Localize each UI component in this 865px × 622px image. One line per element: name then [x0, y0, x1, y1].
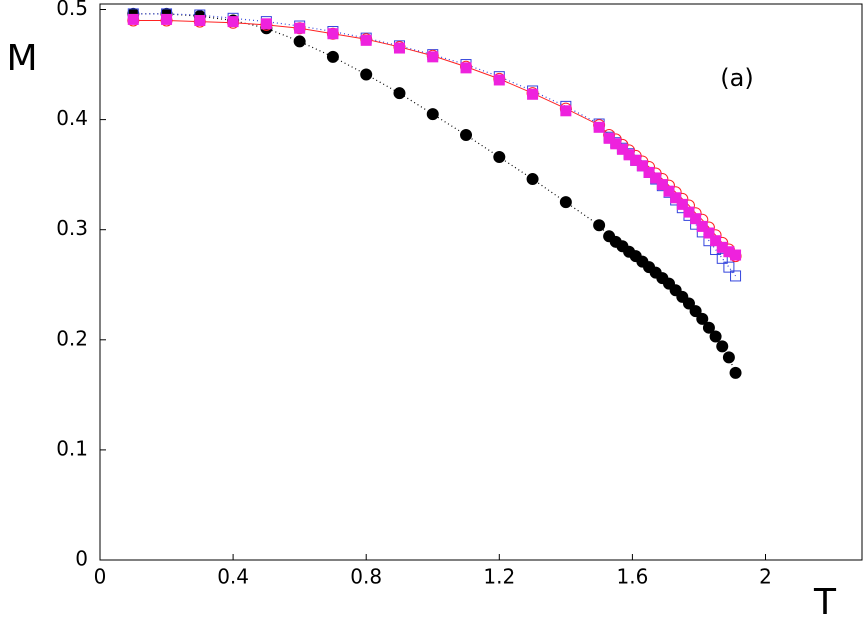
point: [426, 108, 439, 121]
y-tick-label: 0.2: [56, 326, 88, 350]
point: [603, 132, 615, 144]
x-tick-label: 1.2: [483, 565, 515, 589]
point: [460, 62, 472, 74]
annotation: (a): [720, 64, 753, 92]
point: [293, 35, 306, 48]
point: [294, 22, 306, 34]
x-axis-label: T: [813, 582, 837, 622]
point: [656, 179, 668, 191]
point: [393, 42, 405, 54]
point: [327, 28, 339, 40]
y-tick-label: 0: [75, 547, 88, 571]
point: [427, 51, 439, 63]
point: [729, 366, 742, 379]
x-tick-label: 2: [759, 565, 772, 589]
point: [730, 270, 742, 282]
point: [194, 15, 206, 27]
point: [702, 321, 715, 334]
y-tick-label: 0.5: [56, 0, 88, 20]
point: [676, 198, 688, 210]
y-axis-label: M: [6, 38, 37, 79]
point: [716, 252, 728, 264]
point: [360, 68, 373, 81]
point: [663, 185, 675, 197]
point: [559, 196, 572, 209]
x-tick-label: 0.4: [217, 565, 249, 589]
point: [716, 340, 729, 353]
y-tick-label: 0.3: [56, 216, 88, 240]
series-line: [133, 13, 737, 374]
plot-frame: [99, 3, 863, 561]
point: [527, 88, 539, 100]
point: [526, 173, 539, 186]
point: [630, 154, 642, 166]
x-tick-label: 0: [94, 565, 107, 589]
point: [703, 227, 715, 239]
point: [127, 13, 139, 25]
y-tick-label: 0.4: [56, 106, 88, 130]
point: [326, 50, 339, 63]
point: [683, 206, 695, 218]
point: [723, 261, 735, 273]
point: [636, 160, 648, 172]
point: [493, 74, 505, 86]
x-tick-label: 0.8: [350, 565, 382, 589]
point: [560, 105, 572, 117]
point: [696, 220, 708, 232]
point: [593, 219, 606, 232]
point: [623, 149, 635, 161]
point: [616, 143, 628, 155]
point: [690, 213, 702, 225]
point: [670, 192, 682, 204]
point: [730, 249, 742, 261]
point: [689, 305, 702, 318]
point: [260, 18, 272, 30]
point: [710, 235, 722, 247]
point: [593, 121, 605, 133]
y-tick-label: 0.1: [56, 436, 88, 460]
point: [460, 129, 473, 142]
point: [643, 166, 655, 178]
point: [493, 151, 506, 164]
point: [360, 34, 372, 46]
point: [161, 13, 173, 25]
x-tick-label: 1.6: [616, 565, 648, 589]
point: [650, 172, 662, 184]
point: [610, 138, 622, 150]
point: [696, 312, 709, 325]
point: [393, 87, 406, 100]
point: [709, 330, 722, 343]
point: [227, 16, 239, 28]
point: [722, 351, 735, 364]
point: [682, 297, 695, 310]
